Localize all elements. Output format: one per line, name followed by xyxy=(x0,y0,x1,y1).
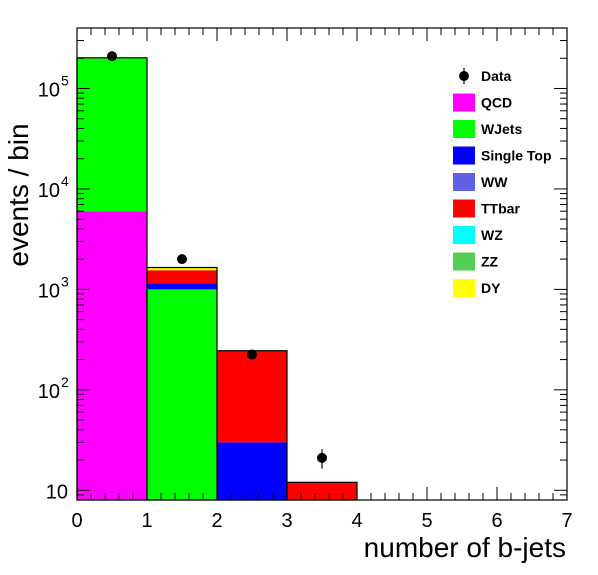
bar-qcd-bin-0 xyxy=(77,211,147,500)
y-tick-label: 10 2 xyxy=(38,374,69,403)
data-point xyxy=(317,452,327,463)
legend-item-data: Data xyxy=(459,68,512,84)
bar-ttbar-bin-1 xyxy=(147,270,217,284)
y-axis-title: events / bin xyxy=(3,123,34,266)
bar-single-top-bin-2 xyxy=(217,442,287,500)
legend-item-ww: WW xyxy=(453,173,508,191)
y-tick-label: 10 4 xyxy=(38,173,69,202)
legend-item-zz: ZZ xyxy=(453,252,499,271)
x-tick-label: 6 xyxy=(491,510,502,532)
x-axis-title: number of b-jets xyxy=(364,532,566,563)
x-tick-label: 4 xyxy=(351,510,362,532)
bar-dy-bin-1 xyxy=(147,267,217,271)
svg-text:10: 10 xyxy=(46,481,68,503)
legend-item-single-top: Single Top xyxy=(453,146,552,165)
svg-text:2: 2 xyxy=(61,374,69,390)
y-tick-label: 10 xyxy=(46,481,68,503)
legend-item-ttbar: TTbar xyxy=(453,199,520,218)
legend-swatch-zz xyxy=(453,252,475,271)
bar-wjets-bin-1 xyxy=(147,289,217,500)
legend-swatch-single-top xyxy=(453,146,475,165)
legend-swatch-qcd xyxy=(453,93,475,112)
legend-item-wz: WZ xyxy=(453,226,503,244)
legend-swatch-wjets xyxy=(453,120,475,138)
x-tick-label: 5 xyxy=(421,510,432,532)
svg-text:3: 3 xyxy=(61,273,69,289)
svg-text:10: 10 xyxy=(38,381,60,403)
svg-text:10: 10 xyxy=(38,280,60,302)
svg-text:10: 10 xyxy=(38,79,60,101)
legend-swatch-wz xyxy=(453,226,475,244)
svg-text:4: 4 xyxy=(61,173,69,189)
y-tick-label: 10 5 xyxy=(38,72,69,101)
x-tick-label: 0 xyxy=(71,510,82,532)
legend-label-ww: WW xyxy=(481,174,508,190)
legend-label-wjets: WJets xyxy=(481,121,522,137)
legend-swatch-ww xyxy=(453,173,475,191)
legend-item-qcd: QCD xyxy=(453,93,512,112)
legend-data-marker xyxy=(459,71,469,81)
data-point xyxy=(247,349,257,360)
legend-label-qcd: QCD xyxy=(481,95,512,111)
x-tick-label: 2 xyxy=(211,510,222,532)
legend-label-data: Data xyxy=(481,68,512,84)
legend-swatch-ttbar xyxy=(453,199,475,218)
legend-label-dy: DY xyxy=(481,280,501,296)
bar-single-top-bin-1 xyxy=(147,283,217,290)
x-tick-label: 7 xyxy=(561,510,572,532)
data-point xyxy=(107,51,117,62)
legend-item-dy: DY xyxy=(453,279,501,297)
x-tick-label: 3 xyxy=(281,510,292,532)
legend-label-zz: ZZ xyxy=(481,254,499,270)
legend-label-ttbar: TTbar xyxy=(481,201,520,217)
bar-wjets-bin-0 xyxy=(77,58,147,212)
svg-text:5: 5 xyxy=(61,72,69,88)
svg-text:10: 10 xyxy=(38,180,60,202)
bar-ttbar-bin-2 xyxy=(217,350,287,443)
legend-item-wjets: WJets xyxy=(453,120,522,138)
x-tick-label: 1 xyxy=(141,510,152,532)
legend-label-wz: WZ xyxy=(481,227,503,243)
legend-label-single-top: Single Top xyxy=(481,148,552,164)
plot-frame xyxy=(76,27,568,501)
bar-ttbar-bin-3 xyxy=(287,482,357,500)
data-point xyxy=(177,254,187,265)
legend-swatch-dy xyxy=(453,279,475,297)
y-tick-label: 10 3 xyxy=(38,273,69,302)
